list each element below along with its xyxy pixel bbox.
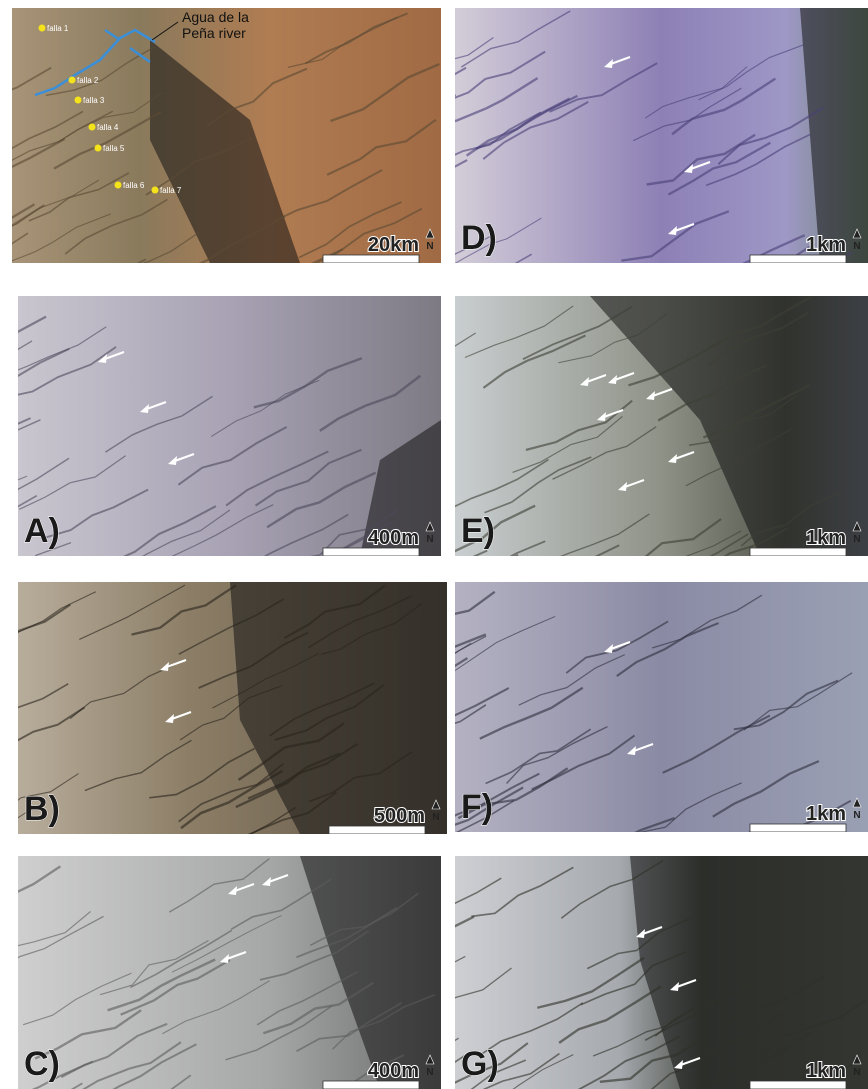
north-label: N [853, 810, 860, 821]
scale-label: 400m [368, 1060, 419, 1082]
scale-label: 20km [368, 234, 419, 256]
scale-bar [750, 824, 846, 832]
scale-bar [750, 1081, 846, 1089]
north-label: N [432, 812, 439, 823]
scale-label: 1km [806, 527, 846, 549]
fault-pin [69, 77, 76, 84]
scale-bar [750, 255, 846, 263]
fault-label: falla 3 [83, 96, 105, 105]
fault-label: falla 2 [77, 76, 99, 85]
north-label: N [426, 241, 433, 252]
north-label: N [426, 1067, 433, 1078]
fault-label: falla 7 [160, 186, 182, 195]
image-panel: 20km N Agua de laPeña river falla 1 falla 2 f… [0, 8, 441, 312]
scale-bar [329, 826, 425, 834]
panel-label: B) [24, 790, 60, 828]
scale-label: 500m [374, 805, 425, 827]
river-label: Agua de la [182, 9, 249, 25]
scale-bar [323, 255, 419, 263]
panel-label: D) [461, 219, 497, 257]
scale-label: 1km [806, 803, 846, 825]
image-panel: 500m N B) [0, 582, 447, 865]
fault-label: falla 6 [123, 181, 145, 190]
panel-label: G) [461, 1045, 499, 1083]
panel-label: F) [461, 788, 493, 826]
fault-label: falla 1 [47, 24, 69, 33]
image-panel: 400m N C) [0, 856, 441, 1089]
panel-label: C) [24, 1045, 60, 1083]
fault-label: falla 4 [97, 123, 119, 132]
scale-bar [323, 1081, 419, 1089]
fault-pin [115, 182, 122, 189]
panel-background [455, 582, 868, 832]
scale-bar [750, 548, 846, 556]
fault-label: falla 5 [103, 144, 125, 153]
image-panel: 400m N A) [0, 296, 441, 593]
scale-label: 1km [806, 1060, 846, 1082]
fault-pin [89, 124, 96, 131]
north-label: N [853, 534, 860, 545]
fault-pin [152, 187, 159, 194]
drainage [0, 243, 12, 296]
north-label: N [426, 534, 433, 545]
fault-pin [75, 97, 82, 104]
scale-label: 1km [806, 234, 846, 256]
panel-label: A) [24, 512, 60, 550]
river-label: Peña river [182, 25, 246, 41]
scale-label: 400m [368, 527, 419, 549]
figure: 20km N Agua de laPeña river falla 1 falla 2 f… [0, 0, 868, 1089]
north-label: N [853, 1067, 860, 1078]
fault-pin [95, 145, 102, 152]
panel-label: E) [461, 512, 495, 550]
scale-bar [323, 548, 419, 556]
fault-pin [39, 25, 46, 32]
north-label: N [853, 241, 860, 252]
image-panel: 1km N E) [369, 296, 868, 603]
